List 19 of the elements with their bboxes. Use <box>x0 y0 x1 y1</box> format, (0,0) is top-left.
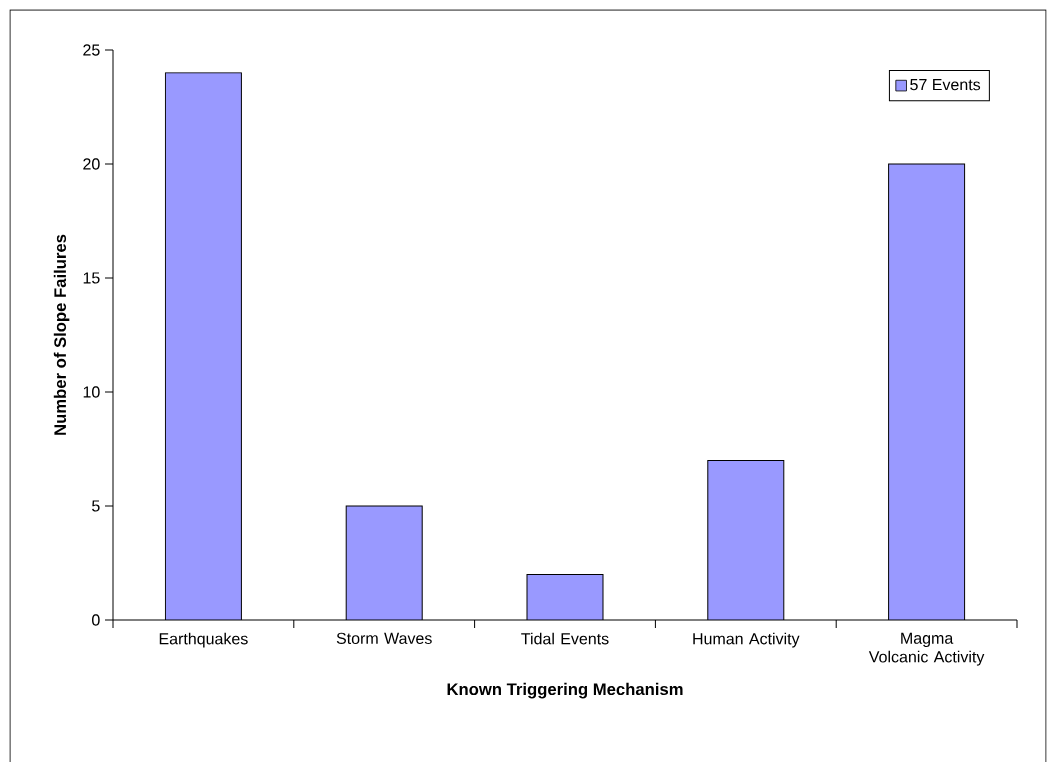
y-tick-label: 25 <box>83 44 100 56</box>
x-axis-title: Known Triggering Mechanism <box>447 682 683 699</box>
y-axis-title: Number of Slope Failures <box>53 234 70 435</box>
bar <box>707 460 784 620</box>
x-tick-label: Human Activity <box>693 632 800 648</box>
bar <box>527 574 603 620</box>
legend-label: 57 Events <box>910 79 981 91</box>
y-tick-label: 20 <box>83 158 100 170</box>
y-tick-label: 10 <box>83 386 100 398</box>
bar <box>346 505 423 620</box>
bar <box>165 72 242 620</box>
y-tick-label: 15 <box>83 272 100 284</box>
x-tick-label: Storm Waves <box>336 632 432 645</box>
x-tick-label: Magma Volcanic Activity <box>868 632 985 666</box>
x-tick-label: Earthquakes <box>159 632 248 648</box>
y-tick-label: 0 <box>92 614 100 626</box>
y-tick-label: 5 <box>92 500 100 512</box>
x-tick-label: Tidal Events <box>521 632 609 645</box>
bar <box>888 163 966 620</box>
